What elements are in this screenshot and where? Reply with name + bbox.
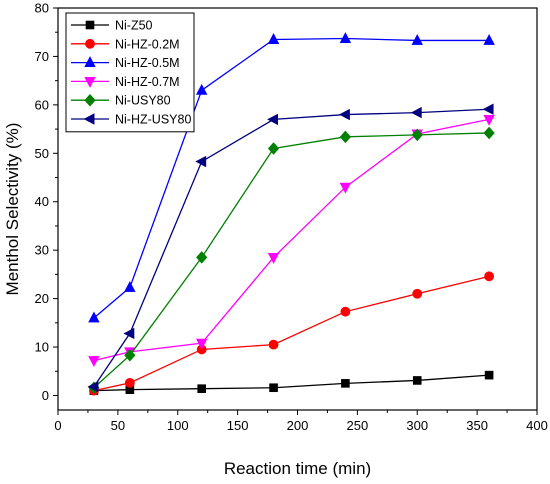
legend-entry: Ni-USY80 — [71, 94, 171, 108]
data-point — [483, 34, 495, 45]
x-tick-label: 200 — [287, 418, 309, 433]
series-ni-hz-usy80 — [87, 103, 494, 393]
legend-entry: Ni-HZ-0.7M — [71, 75, 180, 89]
data-point — [483, 126, 495, 140]
series-ni-hz-0-2m — [89, 271, 494, 396]
y-tick-label: 30 — [35, 243, 49, 258]
series-line — [93, 108, 490, 388]
data-point — [340, 306, 351, 317]
legend-entry: Ni-HZ-0.5M — [71, 56, 180, 70]
data-point — [484, 271, 494, 282]
y-tick-label: 20 — [35, 291, 49, 306]
data-point — [196, 338, 208, 350]
legend-label: Ni-Z50 — [115, 19, 153, 33]
axes: 0 50 100 150 200 250 300 350 400 0 10 20 30 40 50 60 70 8… — [35, 1, 548, 434]
y-tick-label: 10 — [35, 340, 49, 355]
series-ni-z50 — [89, 370, 494, 395]
data-point — [339, 32, 352, 43]
legend-marker — [84, 56, 96, 68]
x-tick-label: 350 — [466, 418, 488, 433]
y-tick-label: 60 — [35, 97, 49, 112]
legend-marker — [85, 38, 95, 49]
data-point — [124, 349, 136, 362]
data-point — [339, 130, 352, 144]
data-point — [124, 281, 136, 292]
series-line — [93, 275, 490, 392]
y-tick-label: 50 — [35, 146, 49, 161]
y-tick-label: 40 — [35, 194, 49, 209]
legend-marker — [85, 20, 95, 30]
data-point — [412, 376, 422, 385]
data-point — [124, 377, 135, 388]
legend-marker — [84, 76, 96, 88]
legend-box — [65, 12, 195, 133]
data-point — [338, 108, 350, 121]
legend-entry: Ni-HZ-0.2M — [71, 37, 180, 51]
x-tick-label: 50 — [111, 418, 125, 433]
series-layer — [87, 32, 495, 396]
data-point — [88, 311, 100, 323]
data-point — [482, 103, 494, 115]
x-axis-title: Reaction time (min) — [224, 459, 371, 478]
data-point — [341, 379, 350, 388]
legend-marker — [84, 93, 96, 107]
x-tick-label: 0 — [54, 418, 61, 433]
data-point — [87, 381, 99, 393]
data-point — [267, 252, 280, 264]
data-point — [195, 155, 207, 168]
data-point — [339, 182, 352, 194]
data-point — [123, 327, 135, 340]
legend-label: Ni-HZ-0.7M — [115, 75, 180, 89]
legend: Ni-Z50 Ni-HZ-0.2M Ni-HZ-0.5M Ni-HZ-0.7M Ni-U… — [65, 12, 195, 133]
data-point — [267, 113, 279, 126]
data-point — [411, 34, 423, 45]
data-point — [268, 339, 279, 350]
x-tick-label: 300 — [406, 418, 428, 433]
data-point — [267, 33, 280, 44]
legend-entry: Ni-Z50 — [71, 19, 153, 33]
legend-label: Ni-HZ-0.2M — [115, 37, 180, 51]
legend-label: Ni-USY80 — [115, 94, 171, 108]
legend-label: Ni-HZ-USY80 — [115, 113, 191, 127]
y-axis-title: Menthol Selectivity (%) — [3, 123, 22, 296]
data-point — [484, 370, 494, 380]
series-ni-usy80 — [88, 126, 495, 394]
x-tick-label: 250 — [347, 418, 369, 433]
data-point — [269, 383, 278, 393]
series-ni-hz-0-5m — [88, 32, 495, 323]
y-tick-label: 0 — [42, 388, 49, 403]
data-point — [411, 128, 423, 142]
data-point — [196, 251, 208, 264]
x-tick-label: 100 — [167, 418, 189, 433]
data-point — [196, 83, 208, 95]
legend-marker — [83, 113, 95, 125]
data-point — [267, 142, 280, 155]
legend-entry: Ni-HZ-USY80 — [71, 113, 191, 127]
data-point — [483, 114, 495, 126]
x-tick-label: 150 — [227, 418, 249, 433]
data-point — [88, 356, 100, 368]
y-tick-label: 80 — [35, 1, 49, 16]
y-tick-label: 70 — [35, 49, 49, 64]
data-point — [410, 106, 422, 119]
x-tick-label: 400 — [526, 418, 548, 433]
legend-label: Ni-HZ-0.5M — [115, 56, 180, 70]
data-point — [197, 384, 206, 393]
series-line — [93, 374, 490, 392]
data-point — [412, 288, 423, 299]
